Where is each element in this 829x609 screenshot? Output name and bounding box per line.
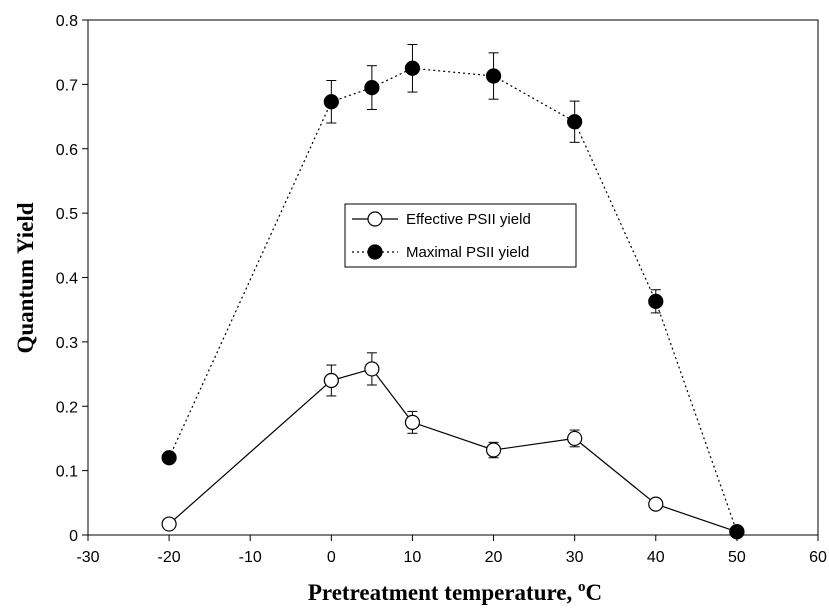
legend: Effective PSII yield Maximal PSII yield <box>344 203 577 268</box>
y-tick-label: 0.3 <box>56 335 78 352</box>
y-tick-label: 0.1 <box>56 464 78 481</box>
y-tick-label: 0.8 <box>56 13 78 30</box>
x-axis-title: Pretreatment temperature, oC <box>308 579 602 605</box>
legend-label-effective: Effective PSII yield <box>406 211 531 228</box>
x-tick-label: 20 <box>485 549 503 566</box>
x-tick-label: -30 <box>76 549 99 566</box>
x-tick-label: 60 <box>809 549 827 566</box>
data-point <box>404 414 421 430</box>
y-axis-ticks: 0 0.1 0.2 0.3 0.4 0.5 0.6 0.7 0.8 <box>56 13 88 545</box>
x-tick-label: -20 <box>158 549 181 566</box>
data-point <box>648 496 664 512</box>
x-tick-label: -10 <box>239 549 262 566</box>
data-point <box>485 68 502 84</box>
data-point <box>567 114 583 130</box>
x-tick-label: 40 <box>647 549 665 566</box>
data-point <box>161 450 177 466</box>
series-layer <box>161 43 745 540</box>
series-effective-psii-yield <box>161 352 745 540</box>
x-tick-label: 0 <box>327 549 336 566</box>
x-axis-title-unit: C <box>586 580 603 605</box>
y-tick-label: 0.6 <box>56 142 78 159</box>
y-tick-label: 0.2 <box>56 399 78 416</box>
series-maximal-psii-yield <box>161 43 745 540</box>
data-point <box>323 94 339 110</box>
data-point <box>648 293 664 309</box>
x-tick-label: 50 <box>728 549 746 566</box>
data-point <box>729 524 745 540</box>
data-point <box>161 516 177 532</box>
x-axis-title-text: Pretreatment temperature, <box>308 580 578 605</box>
x-axis-title-superscript: o <box>578 579 586 595</box>
data-point <box>567 430 583 447</box>
legend-box <box>344 203 577 268</box>
data-point <box>323 372 339 389</box>
y-tick-label: 0.7 <box>56 77 78 94</box>
y-tick-label: 0 <box>69 528 78 545</box>
data-point <box>364 79 380 96</box>
data-point <box>404 60 421 76</box>
data-point <box>485 442 502 458</box>
x-axis-ticks: -30 -20 -10 0 10 20 30 40 50 60 <box>76 535 827 566</box>
x-tick-label: 30 <box>566 549 584 566</box>
x-tick-label: 10 <box>404 549 422 566</box>
y-tick-label: 0.5 <box>56 206 78 223</box>
y-tick-label: 0.4 <box>56 271 78 288</box>
legend-marker-maximal <box>367 244 383 260</box>
plot-area-frame <box>87 19 819 536</box>
data-point <box>364 361 380 377</box>
legend-label-maximal: Maximal PSII yield <box>406 244 529 261</box>
y-axis-title: Quantum Yield <box>13 202 38 353</box>
legend-marker-effective <box>367 211 383 227</box>
